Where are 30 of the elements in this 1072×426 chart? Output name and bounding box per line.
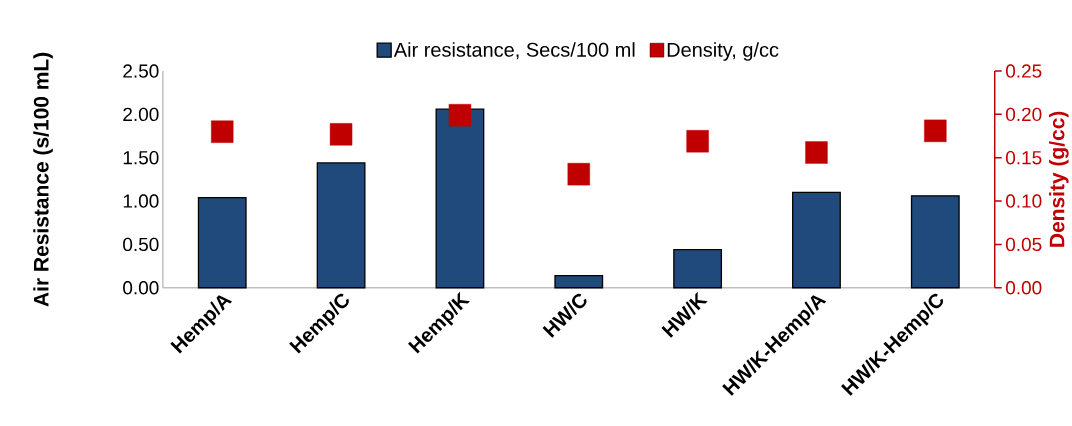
point	[567, 162, 590, 186]
y2-tick-label: 0.15	[1005, 150, 1042, 165]
y2-tick-label: 0.25	[1005, 64, 1042, 78]
bar	[673, 248, 723, 289]
legend-label: Density, g/cc	[667, 41, 779, 61]
y-tick-label: 1.00	[123, 194, 159, 208]
bar	[792, 191, 841, 289]
y-tick-label: 2.50	[123, 64, 159, 78]
y-tick-label: 1.50	[123, 150, 159, 165]
point	[448, 103, 472, 127]
point	[686, 129, 709, 153]
y2-tick-label: 0.20	[1005, 107, 1042, 121]
bar	[435, 108, 485, 289]
bar	[316, 162, 366, 289]
bar	[554, 274, 604, 289]
point	[211, 120, 234, 143]
y-axis-title: Air Resistance (s/100 mL)	[33, 52, 53, 307]
y2-tick-label: 0.00	[1005, 280, 1042, 295]
y-tick-label: 0.50	[123, 237, 159, 251]
point	[924, 119, 947, 142]
legend-label: Air resistance, Secs/100 ml	[393, 41, 635, 59]
bar	[197, 196, 247, 289]
y-tick-label: 0.00	[123, 280, 159, 295]
y2-axis-title: Density (g/cc)	[1049, 111, 1069, 247]
y2-tick-label: 0.05	[1005, 237, 1042, 251]
bar	[910, 194, 960, 289]
y-tick-label: 2.00	[123, 107, 159, 121]
point	[329, 122, 353, 146]
y2-tick-label: 0.10	[1005, 194, 1042, 208]
point	[805, 141, 828, 164]
